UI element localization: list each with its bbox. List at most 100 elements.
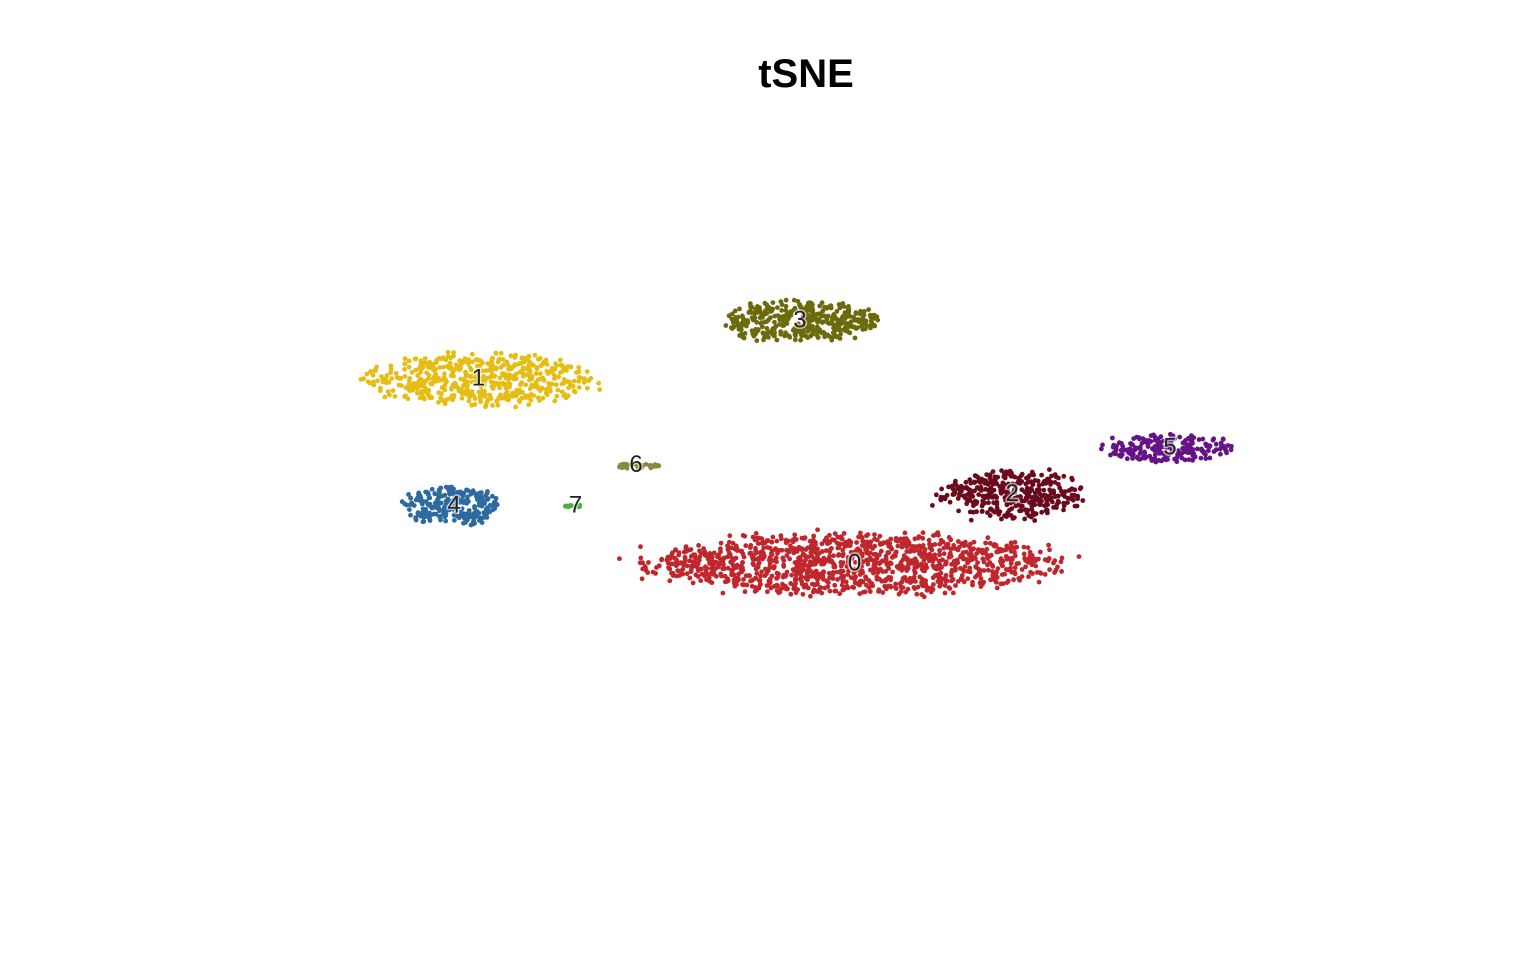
cluster-0-point bbox=[1042, 572, 1048, 577]
cluster-2-point bbox=[967, 497, 973, 503]
cluster-2-point bbox=[982, 480, 988, 486]
cluster-3-point bbox=[846, 304, 851, 309]
cluster-1-point bbox=[576, 365, 582, 370]
cluster-1-point bbox=[465, 361, 471, 366]
cluster-4-point bbox=[451, 497, 457, 503]
cluster-2-point bbox=[1011, 499, 1016, 504]
cluster-1-point bbox=[513, 352, 518, 358]
cluster-3-point bbox=[835, 318, 841, 324]
cluster-0-point bbox=[990, 569, 995, 574]
cluster-0-point bbox=[812, 547, 818, 552]
cluster-5-point bbox=[1217, 446, 1223, 452]
chart-title: tSNE bbox=[758, 52, 854, 96]
cluster-0-point bbox=[773, 546, 778, 551]
cluster-1-point bbox=[422, 360, 428, 366]
cluster-7-point bbox=[575, 504, 581, 510]
cluster-1-point bbox=[458, 388, 464, 394]
cluster-2-point bbox=[964, 501, 970, 507]
cluster-0-point bbox=[851, 575, 856, 581]
cluster-2-point bbox=[955, 496, 961, 501]
cluster-3-point bbox=[863, 318, 869, 324]
cluster-0-point bbox=[802, 558, 807, 564]
cluster-0-point bbox=[755, 541, 761, 546]
cluster-1-point bbox=[434, 357, 440, 363]
cluster-7-points bbox=[563, 502, 583, 510]
cluster-5-point bbox=[1185, 450, 1191, 455]
cluster-1-point bbox=[552, 376, 557, 381]
cluster-2-point bbox=[1027, 494, 1032, 499]
cluster-3-point bbox=[857, 311, 863, 317]
cluster-0-point bbox=[1016, 561, 1021, 566]
cluster-1-point bbox=[438, 395, 444, 401]
cluster-3-point bbox=[791, 297, 797, 303]
cluster-2-point bbox=[994, 505, 1000, 511]
cluster-0-point bbox=[832, 564, 838, 570]
cluster-0-point bbox=[893, 549, 899, 555]
cluster-0-point bbox=[1025, 560, 1031, 565]
cluster-1-point bbox=[437, 378, 442, 383]
cluster-1-point bbox=[528, 397, 534, 403]
cluster-0-point bbox=[733, 543, 739, 549]
cluster-5-point bbox=[1189, 433, 1194, 438]
cluster-0-point bbox=[875, 567, 881, 573]
cluster-1-point bbox=[506, 363, 511, 368]
cluster-2-point bbox=[1039, 493, 1045, 499]
cluster-0-point bbox=[949, 569, 954, 575]
cluster-5-point bbox=[1207, 443, 1212, 449]
cluster-1-point bbox=[475, 369, 480, 375]
cluster-0-point bbox=[917, 562, 923, 568]
cluster-1-point bbox=[429, 381, 435, 387]
cluster-1-point bbox=[544, 392, 550, 398]
cluster-0-point bbox=[943, 572, 949, 578]
cluster-3-point bbox=[826, 334, 832, 339]
cluster-0-point bbox=[740, 551, 746, 557]
cluster-1-point bbox=[482, 378, 488, 384]
cluster-0-point bbox=[1008, 565, 1013, 571]
cluster-3-point bbox=[783, 297, 789, 303]
cluster-1-point bbox=[370, 372, 376, 378]
cluster-0-point bbox=[1000, 548, 1006, 553]
cluster-1-point bbox=[498, 350, 504, 356]
cluster-0-point bbox=[967, 544, 972, 550]
cluster-3-point bbox=[778, 331, 784, 337]
cluster-0-point bbox=[759, 569, 764, 575]
cluster-5-point bbox=[1099, 446, 1104, 452]
cluster-1-point bbox=[451, 350, 456, 355]
cluster-0-point bbox=[692, 559, 698, 565]
cluster-1-point bbox=[584, 385, 590, 391]
cluster-1-point bbox=[581, 379, 587, 385]
cluster-2-point bbox=[990, 508, 995, 513]
cluster-0-point bbox=[835, 553, 841, 558]
cluster-0-point bbox=[752, 576, 758, 582]
cluster-4-point bbox=[485, 489, 490, 494]
cluster-0-point bbox=[668, 556, 673, 561]
cluster-0-point bbox=[965, 576, 971, 582]
cluster-0-point bbox=[952, 546, 958, 551]
cluster-0-point bbox=[877, 552, 882, 558]
cluster-0-point bbox=[722, 579, 728, 585]
cluster-1-point bbox=[406, 364, 412, 370]
cluster-1-point bbox=[445, 396, 450, 402]
cluster-5-point bbox=[1151, 432, 1156, 438]
cluster-1-point bbox=[469, 389, 475, 394]
cluster-1-point bbox=[596, 380, 601, 386]
cluster-4-point bbox=[455, 496, 461, 501]
cluster-3-point bbox=[777, 317, 783, 323]
cluster-0-point bbox=[784, 553, 790, 558]
cluster-1-point bbox=[503, 396, 508, 401]
cluster-0-point bbox=[851, 585, 857, 590]
cluster-0-point bbox=[924, 587, 930, 593]
cluster-1-point bbox=[442, 371, 447, 377]
cluster-0-point bbox=[827, 549, 833, 555]
cluster-0-point bbox=[839, 536, 845, 542]
cluster-1-point bbox=[390, 388, 396, 393]
cluster-0-point bbox=[970, 582, 975, 588]
cluster-3-point bbox=[754, 319, 760, 325]
cluster-3-point bbox=[803, 306, 808, 312]
cluster-0-point bbox=[704, 571, 710, 577]
cluster-0-point bbox=[895, 543, 901, 549]
cluster-3-point bbox=[768, 315, 773, 321]
cluster-0-point bbox=[840, 568, 846, 574]
cluster-2-point bbox=[971, 509, 976, 515]
cluster-2-point bbox=[1008, 473, 1014, 479]
